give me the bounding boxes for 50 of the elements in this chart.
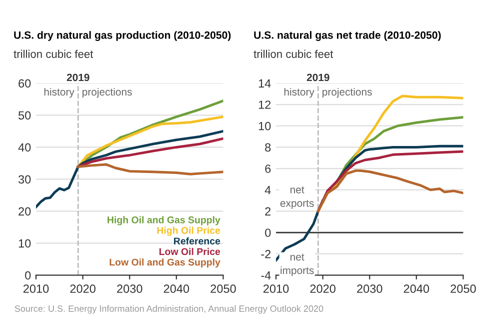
y-tick-label: 50	[18, 111, 31, 120]
x-tick-label: 2010	[263, 284, 289, 293]
x-tick-label: 2030	[117, 284, 142, 293]
ref-line-label: 2019	[306, 74, 330, 82]
annotation: history	[44, 88, 74, 98]
y-tick-label: 10	[18, 239, 31, 248]
x-tick-label: 2050	[450, 284, 476, 293]
y-tick-label: -2	[261, 250, 271, 258]
text: Reference	[174, 237, 220, 244]
line-series	[316, 169, 464, 212]
text: Low Oil Price	[159, 248, 220, 256]
y-tick-label: 60	[18, 79, 31, 88]
x-tick-label: 2050	[210, 284, 236, 293]
line-series	[36, 130, 224, 208]
x-tick-label: 2030	[357, 284, 382, 293]
x-tick-label: 2020	[310, 284, 336, 293]
y-axis-title: trillion cubic feet	[14, 50, 94, 58]
y-axis-title: trillion cubic feet	[254, 50, 334, 58]
y-tick-label: 6	[265, 164, 271, 173]
chart-title: U.S. natural gas net trade (2010-2050)	[254, 31, 441, 41]
annotation: net imports	[280, 254, 314, 276]
y-tick-label: 0	[265, 228, 271, 237]
y-tick-label: 0	[25, 271, 31, 280]
y-tick-label: 10	[258, 122, 271, 130]
line-series	[76, 137, 224, 168]
annotation: history	[284, 88, 314, 98]
y-tick-label: 4	[264, 186, 271, 194]
annotation: net exports	[280, 186, 314, 209]
y-tick-label: 12	[258, 100, 271, 109]
y-tick-label: -4	[261, 271, 271, 280]
line-series	[76, 163, 224, 176]
text: High Oil and Gas Supply	[108, 216, 220, 226]
x-tick-label: 2040	[164, 284, 190, 293]
source-note: Source: U.S. Energy Information Administration, Annual Energy Outlook 2020	[14, 305, 324, 314]
text: High Oil Price	[157, 226, 220, 236]
annotation: projections	[322, 88, 372, 98]
text: Low Oil and Gas Supply	[110, 258, 220, 268]
y-tick-label: 40	[18, 143, 31, 152]
x-tick-label: 2040	[404, 284, 430, 293]
y-tick-label: 20	[18, 207, 31, 216]
line-series	[76, 116, 224, 168]
y-tick-label: 30	[18, 175, 31, 184]
y-tick-label: 14	[258, 79, 271, 88]
annotation: projections	[82, 88, 132, 98]
x-tick-label: 2010	[23, 284, 49, 293]
x-tick-label: 2020	[70, 284, 96, 293]
y-tick-label: 2	[265, 207, 271, 216]
ref-line-label: 2019	[66, 74, 90, 82]
chart-title: U.S. dry natural gas production (2010-2050)	[14, 31, 231, 41]
y-tick-label: 8	[265, 143, 271, 152]
